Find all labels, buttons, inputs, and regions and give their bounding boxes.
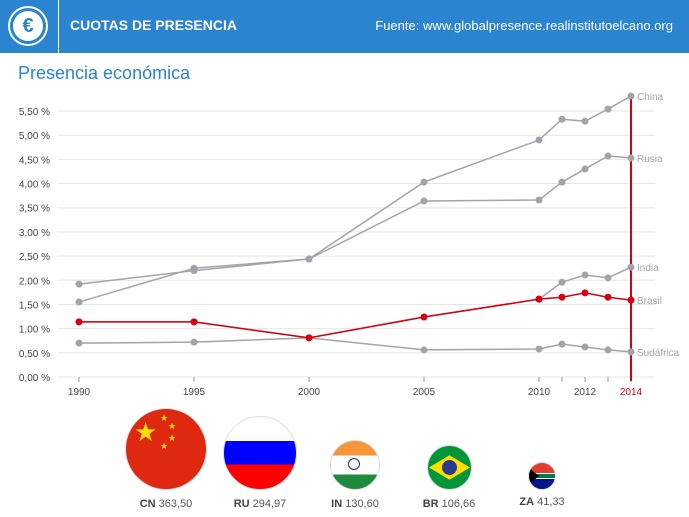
chart-title: Presencia económica <box>18 63 191 83</box>
x-tick-label: 1990 <box>68 387 91 398</box>
russia-flag-icon <box>223 416 297 490</box>
data-point <box>535 345 543 353</box>
flag-code: ZA <box>519 496 535 508</box>
divider <box>58 0 59 53</box>
flag-br[interactable]: BR 106,66 <box>410 445 488 510</box>
data-point <box>604 346 612 354</box>
x-tick-label: 2000 <box>298 387 321 398</box>
data-point <box>420 313 428 321</box>
flag-value: 130,60 <box>345 498 379 510</box>
series-line-Rusia <box>78 155 632 285</box>
y-tick-label: 1,50 % <box>19 300 50 311</box>
y-tick-label: 1,00 % <box>19 325 50 336</box>
flag-code: CN <box>139 498 156 510</box>
south-africa-flag-icon <box>528 462 556 490</box>
source-link[interactable]: Fuente: www.globalpresence.realinstituto… <box>375 18 673 33</box>
data-point <box>581 165 589 173</box>
series-line-Sudáfrica <box>78 337 632 353</box>
data-point <box>604 105 612 113</box>
data-point <box>627 296 635 304</box>
data-point <box>558 293 566 301</box>
data-point <box>604 152 612 160</box>
x-tick-label: 2012 <box>574 387 597 398</box>
data-point <box>75 339 83 347</box>
series-label: India <box>637 263 659 274</box>
x-tick-label: 2014 <box>620 387 643 398</box>
x-tick-label: 2010 <box>528 387 551 398</box>
data-point <box>627 348 635 356</box>
data-point <box>535 136 543 144</box>
y-tick-label: 5,50 % <box>19 107 50 118</box>
x-tick-label: 2005 <box>413 387 436 398</box>
data-point <box>558 115 566 123</box>
data-point <box>627 263 635 271</box>
flag-cn[interactable]: ★ ★ ★ ★ ★ CN 363,50 <box>120 408 212 510</box>
data-point <box>75 298 83 306</box>
header: € CUOTAS DE PRESENCIA Fuente: www.global… <box>0 0 689 53</box>
y-tick-label: 5,00 % <box>19 131 50 142</box>
data-point <box>604 274 612 282</box>
data-point <box>604 293 612 301</box>
series-line-Brasil <box>79 292 632 339</box>
data-point <box>190 318 198 326</box>
header-title: CUOTAS DE PRESENCIA <box>70 17 237 33</box>
data-point <box>627 92 635 100</box>
data-point <box>420 197 428 205</box>
flag-code: BR <box>422 498 439 510</box>
y-tick-label: 2,50 % <box>19 252 50 263</box>
flag-ru[interactable]: RU 294,97 <box>215 416 305 510</box>
flag-code: IN <box>331 498 343 510</box>
flag-in[interactable]: IN 130,60 <box>316 440 394 510</box>
euro-icon: € <box>8 6 48 46</box>
data-point <box>535 295 543 303</box>
data-point <box>558 340 566 348</box>
series-line-China <box>78 95 632 303</box>
y-tick-label: 4,00 % <box>19 180 50 191</box>
series-label: Rusia <box>637 154 663 165</box>
data-point <box>581 343 589 351</box>
china-flag-icon: ★ ★ ★ ★ ★ <box>125 408 207 490</box>
data-point <box>558 278 566 286</box>
data-point <box>190 267 198 275</box>
series-label: China <box>637 92 664 103</box>
data-point <box>305 334 313 342</box>
data-point <box>420 178 428 186</box>
y-tick-label: 3,50 % <box>19 204 50 215</box>
flag-value: 363,50 <box>158 498 193 510</box>
data-point <box>581 289 589 297</box>
data-point <box>581 271 589 279</box>
data-point <box>75 318 83 326</box>
x-tick-label: 1995 <box>183 387 206 398</box>
brazil-flag-icon <box>426 445 472 490</box>
india-flag-icon <box>330 440 380 490</box>
flag-code: RU <box>233 498 250 510</box>
data-point <box>190 338 198 346</box>
y-tick-label: 0,00 % <box>19 373 50 384</box>
flag-value: 294,97 <box>252 498 287 510</box>
y-tick-label: 3,00 % <box>19 228 50 239</box>
flag-value: 106,66 <box>441 498 476 510</box>
data-point <box>627 154 635 162</box>
data-point <box>558 178 566 186</box>
y-tick-label: 2,00 % <box>19 276 50 287</box>
flag-value: 41,33 <box>537 496 565 508</box>
y-tick-label: 0,50 % <box>19 349 50 360</box>
data-point <box>420 346 428 354</box>
line-chart: 0,00 % 0,50 % 1,00 % 1,50 % 2,00 % 2,50 % 3,00… <box>19 92 680 398</box>
data-point <box>305 255 313 263</box>
flag-za[interactable]: ZA 41,33 <box>505 462 579 508</box>
series-label: Brasil <box>637 296 662 307</box>
data-point <box>75 280 83 288</box>
y-tick-label: 4,50 % <box>19 155 50 166</box>
series-label: Sudáfrica <box>637 348 680 359</box>
data-point <box>581 117 589 125</box>
data-point <box>535 196 543 204</box>
